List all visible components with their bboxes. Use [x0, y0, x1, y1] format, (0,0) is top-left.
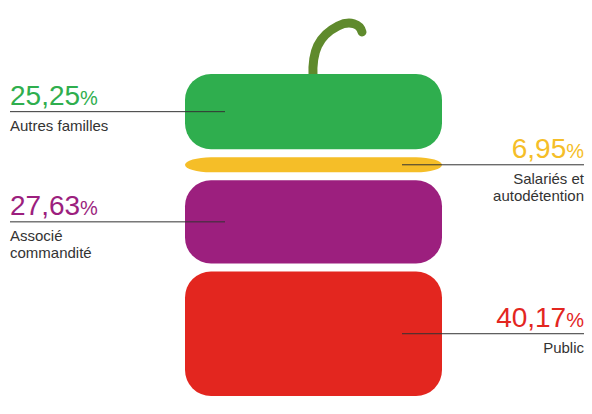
svg-text:6,95%: 6,95% — [512, 133, 585, 164]
svg-text:Associé: Associé — [10, 227, 63, 244]
svg-text:Salariés et: Salariés et — [513, 170, 585, 187]
svg-text:Autres familles: Autres familles — [10, 117, 108, 134]
svg-text:Public: Public — [543, 339, 584, 356]
svg-text:40,17%: 40,17% — [496, 302, 584, 333]
svg-text:27,63%: 27,63% — [10, 190, 98, 221]
svg-text:commandité: commandité — [10, 244, 92, 261]
svg-text:autodétention: autodétention — [493, 187, 584, 204]
svg-text:25,25%: 25,25% — [10, 80, 98, 111]
